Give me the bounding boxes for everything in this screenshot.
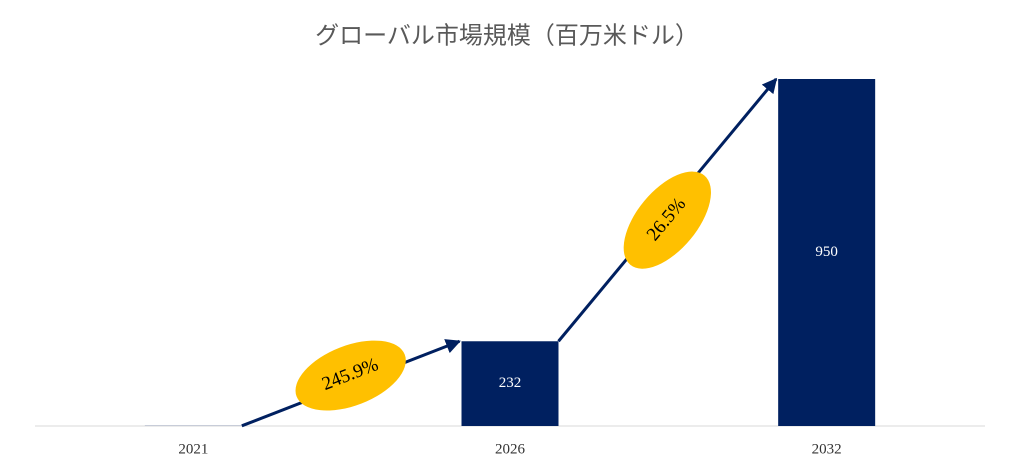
- badge-ellipse: [623, 171, 711, 269]
- chart-title: グローバル市場規模（百万米ドル）: [315, 23, 699, 50]
- x-tick-label: 2021: [178, 441, 208, 457]
- x-tick-label: 2026: [495, 441, 526, 457]
- growth-badge: 245.9%: [295, 340, 406, 411]
- badge-ellipse: [295, 340, 406, 411]
- bar: [461, 341, 559, 426]
- growth-badge: 26.5%: [623, 171, 711, 269]
- x-tick-label: 2032: [812, 441, 842, 457]
- bar: [778, 79, 876, 426]
- data-label: 232: [499, 375, 522, 391]
- data-label: 950: [815, 244, 838, 260]
